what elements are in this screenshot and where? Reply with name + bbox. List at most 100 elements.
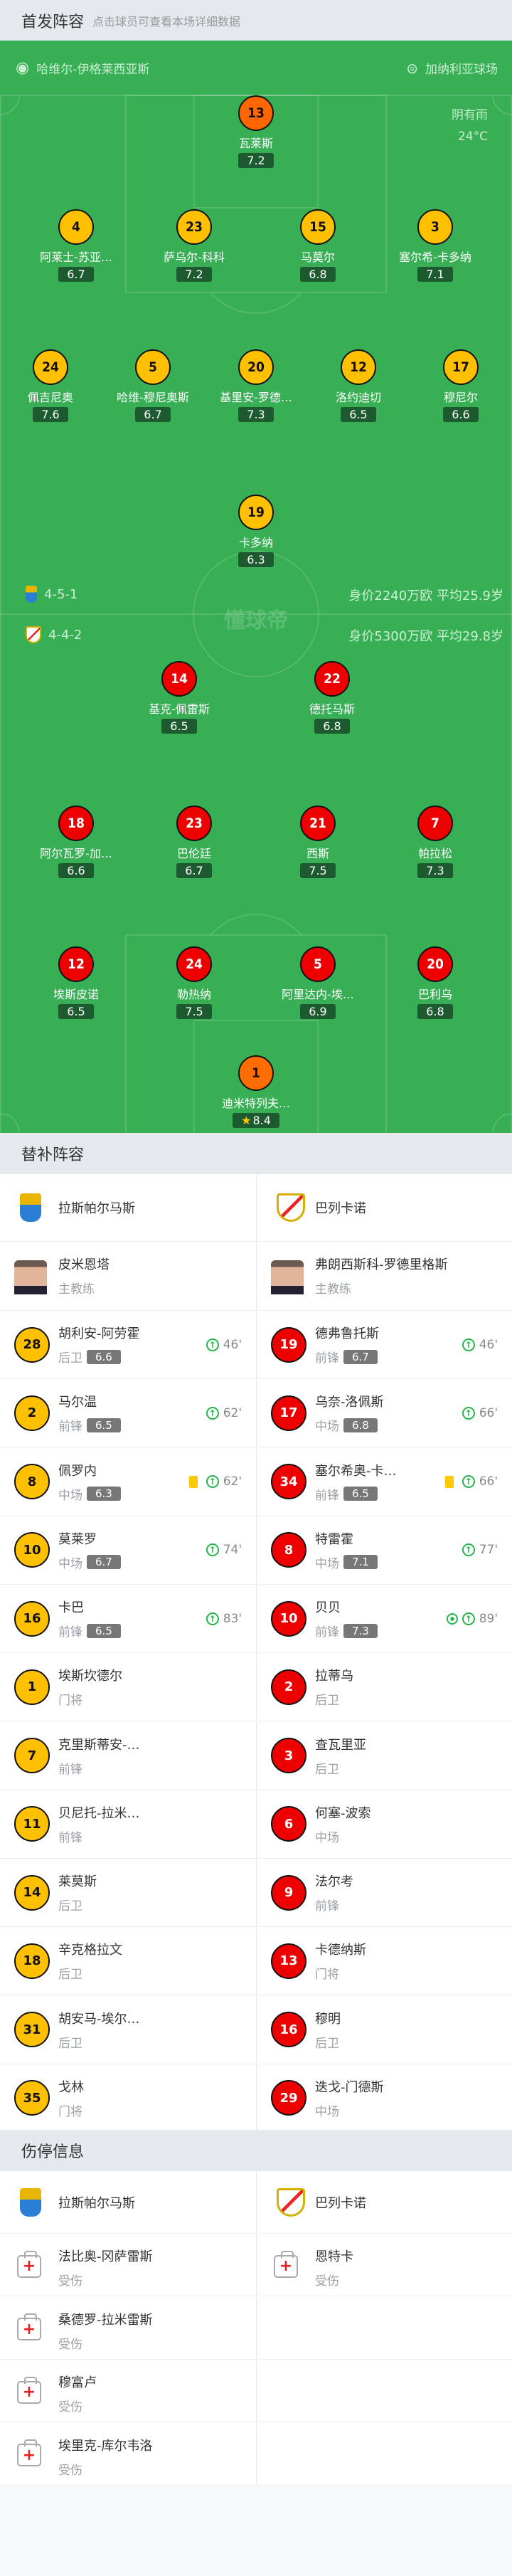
injury-home[interactable]: + 埃里克-库尔韦洛 受伤 xyxy=(0,2423,256,2485)
jersey-number: 8 xyxy=(271,1532,306,1568)
sub-row: 18 辛克格拉文 后卫 13 卡德纳斯 门将 xyxy=(0,1927,512,1996)
injury-home[interactable]: + 桑德罗-拉米雷斯 受伤 xyxy=(0,2297,256,2359)
jersey-number: 20 xyxy=(238,349,274,385)
injury-home[interactable]: + 法比奥-冈萨雷斯 受伤 xyxy=(0,2234,256,2296)
player-name: 埃斯坎德尔 xyxy=(58,1669,122,1684)
player-away[interactable]: 14 基克-佩雷斯 6.5 xyxy=(129,661,229,734)
jersey-number: 14 xyxy=(161,661,197,697)
home-crest-icon xyxy=(20,2187,41,2217)
player-away[interactable]: 5 阿里达内-埃… 6.9 xyxy=(268,946,368,1019)
stadium-name: 加纳利亚球场 xyxy=(425,63,498,77)
sub-player-away[interactable]: 9 法尔考 前锋 xyxy=(256,1859,512,1926)
player-home[interactable]: 12 洛约迪切 6.5 xyxy=(309,349,408,422)
player-name: 戈林 xyxy=(58,2079,84,2095)
home-team-cell[interactable]: 拉斯帕尔马斯 xyxy=(0,1174,256,1241)
player-position-line: 后卫 xyxy=(58,1896,82,1913)
jersey-number: 18 xyxy=(14,1943,50,1979)
sub-player-home[interactable]: 10 莫莱罗 中场 6.7 ↑ 74' xyxy=(0,1516,256,1584)
player-away[interactable]: 7 帕拉松 7.3 xyxy=(385,806,485,878)
home-coach-cell[interactable]: 皮米恩塔 主教练 xyxy=(0,1242,256,1310)
sub-player-away[interactable]: 8 特雷霍 中场 7.1 ↑ 77' xyxy=(256,1516,512,1584)
player-position-line: 后卫 xyxy=(315,2033,339,2051)
injury-away[interactable]: + 恩特卡 受伤 xyxy=(256,2234,512,2296)
sub-player-away[interactable]: 34 塞尔希奥-卡… 前锋 6.5 ↑ 66' xyxy=(256,1447,512,1516)
player-home[interactable]: 13 瓦莱斯 7.2 xyxy=(206,95,306,168)
injury-home[interactable]: + 穆富卢 受伤 xyxy=(0,2360,256,2422)
player-away[interactable]: 20 巴利乌 6.8 xyxy=(385,946,485,1019)
sub-player-away[interactable]: 10 贝贝 前锋 7.3 ↑ 89' xyxy=(256,1585,512,1652)
sub-player-away[interactable]: 2 拉蒂乌 后卫 xyxy=(256,1653,512,1721)
sub-player-home[interactable]: 11 贝尼托-拉米… 前锋 xyxy=(0,1790,256,1858)
player-home[interactable]: 23 萨乌尔-科科 7.2 xyxy=(144,209,244,282)
sub-player-home[interactable]: 16 卡巴 前锋 6.5 ↑ 83' xyxy=(0,1585,256,1652)
player-position: 后卫 xyxy=(315,2036,339,2051)
player-position: 中场 xyxy=(315,2104,339,2119)
sub-player-home[interactable]: 2 马尔温 前锋 6.5 ↑ 62' xyxy=(0,1379,256,1447)
sub-player-home[interactable]: 1 埃斯坎德尔 门将 xyxy=(0,1653,256,1721)
sub-on: ↑ 66' xyxy=(444,1474,498,1489)
sub-player-away[interactable]: 29 迭戈-门德斯 中场 xyxy=(256,2064,512,2132)
away-coach-avatar xyxy=(271,1260,304,1294)
player-away[interactable]: 21 西斯 7.5 xyxy=(268,806,368,878)
player-home[interactable]: 24 佩吉尼奥 7.6 xyxy=(1,349,100,422)
sub-row: 28 胡利安-阿劳霍 后卫 6.6 ↑ 46' 19 德弗鲁托斯 前锋 6.7 ↑ 46' xyxy=(0,1311,512,1379)
jersey-number: 19 xyxy=(238,495,274,530)
jersey-number: 23 xyxy=(176,209,212,245)
player-name: 卡德纳斯 xyxy=(315,1943,366,1958)
home-team-cell[interactable]: 拉斯帕尔马斯 xyxy=(0,2171,256,2233)
sub-on: ↑ 46' xyxy=(462,1338,498,1352)
temperature: 24°C xyxy=(457,130,488,144)
player-position: 门将 xyxy=(315,1968,339,1983)
injury-row: + 桑德罗-拉米雷斯 受伤 xyxy=(0,2296,512,2360)
sub-player-home[interactable]: 8 佩罗内 中场 6.3 ↑ 62' xyxy=(0,1448,256,1516)
player-name: 马莫尔 xyxy=(300,250,335,264)
player-away[interactable]: 18 阿尔瓦罗-加… 6.6 xyxy=(26,806,126,878)
player-home[interactable]: 3 塞尔希-卡多纳 7.1 xyxy=(385,209,485,282)
player-home[interactable]: 4 阿莱士-苏亚… 6.7 xyxy=(26,209,126,282)
sub-row: 10 莫莱罗 中场 6.7 ↑ 74' 8 特雷霍 中场 7.1 ↑ 77' xyxy=(0,1516,512,1585)
injury-row: + 法比奥-冈萨雷斯 受伤 + 恩特卡 受伤 xyxy=(0,2234,512,2296)
player-name: 塞尔希-卡多纳 xyxy=(399,250,471,264)
medical-kit-icon: + xyxy=(17,2250,41,2278)
player-away[interactable]: 1 迪米特列夫… ★ 8.4 xyxy=(206,1055,306,1128)
sub-on-icon: ↑ xyxy=(206,1543,219,1557)
player-home[interactable]: 17 穆尼尔 6.6 xyxy=(411,349,511,422)
sub-player-home[interactable]: 7 克里斯蒂安-… 前锋 xyxy=(0,1722,256,1790)
sub-player-away[interactable]: 13 卡德纳斯 门将 xyxy=(256,1927,512,1995)
away-coach-cell[interactable]: 弗朗西斯科-罗德里格斯 主教练 xyxy=(256,1242,512,1310)
sub-player-home[interactable]: 31 胡安马-埃尔… 后卫 xyxy=(0,1996,256,2064)
player-home[interactable]: 20 基里安-罗德… 7.3 xyxy=(206,349,306,422)
medical-kit-icon: + xyxy=(17,2439,41,2466)
player-name: 查瓦里亚 xyxy=(315,1737,366,1753)
away-team-cell[interactable]: 巴列卡诺 xyxy=(256,1174,512,1241)
player-away[interactable]: 12 埃斯皮诺 6.5 xyxy=(26,946,126,1019)
player-rating: 6.8 xyxy=(300,267,336,282)
player-home[interactable]: 15 马莫尔 6.8 xyxy=(268,209,368,282)
sub-player-home[interactable]: 14 莱莫斯 后卫 xyxy=(0,1859,256,1926)
jersey-number: 29 xyxy=(271,2080,306,2116)
player-away[interactable]: 24 勒热纳 7.5 xyxy=(144,946,244,1019)
player-name: 马尔温 xyxy=(58,1395,97,1410)
rating-value: 6.8 xyxy=(426,1005,444,1018)
player-away[interactable]: 23 巴伦廷 6.7 xyxy=(144,806,244,878)
sub-player-away[interactable]: 6 何塞-波索 中场 xyxy=(256,1790,512,1858)
player-home[interactable]: 19 卡多纳 6.3 xyxy=(206,495,306,567)
away-formation-text: 4-4-2 xyxy=(48,627,82,643)
rating-value: 6.6 xyxy=(67,864,85,877)
player-rating: 7.5 xyxy=(300,863,336,878)
sub-player-away[interactable]: 19 德弗鲁托斯 前锋 6.7 ↑ 46' xyxy=(256,1311,512,1378)
player-name: 乌奈-洛佩斯 xyxy=(315,1395,384,1410)
player-home[interactable]: 5 哈维-穆尼奥斯 6.7 xyxy=(103,349,203,422)
rating-value: 6.7 xyxy=(144,408,162,421)
player-away[interactable]: 22 德托马斯 6.8 xyxy=(282,661,382,734)
player-name: 何塞-波索 xyxy=(315,1805,371,1821)
sub-player-home[interactable]: 35 戈林 门将 xyxy=(0,2064,256,2132)
player-name: 埃斯皮诺 xyxy=(53,988,99,1001)
sub-player-home[interactable]: 18 辛克格拉文 后卫 xyxy=(0,1927,256,1995)
sub-player-home[interactable]: 28 胡利安-阿劳霍 后卫 6.6 ↑ 46' xyxy=(0,1311,256,1378)
sub-player-away[interactable]: 17 乌奈-洛佩斯 中场 6.8 ↑ 66' xyxy=(256,1379,512,1447)
sub-player-away[interactable]: 3 查瓦里亚 后卫 xyxy=(256,1721,512,1790)
away-team-cell[interactable]: 巴列卡诺 xyxy=(256,2171,512,2233)
sub-player-away[interactable]: 16 穆明 后卫 xyxy=(256,1995,512,2064)
player-rating: 6.8 xyxy=(314,719,350,734)
